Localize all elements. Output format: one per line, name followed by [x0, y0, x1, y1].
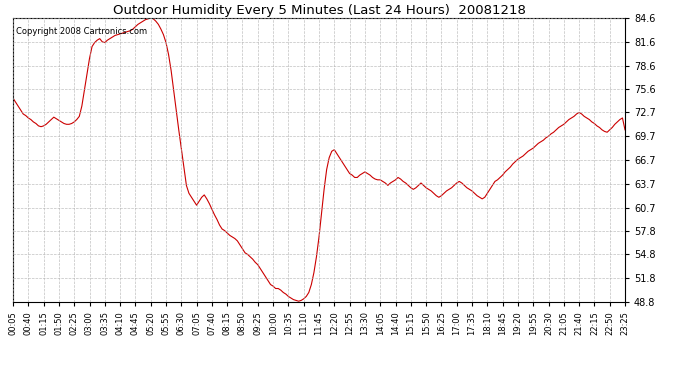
- Text: Copyright 2008 Cartronics.com: Copyright 2008 Cartronics.com: [16, 27, 147, 36]
- Title: Outdoor Humidity Every 5 Minutes (Last 24 Hours)  20081218: Outdoor Humidity Every 5 Minutes (Last 2…: [112, 4, 526, 17]
